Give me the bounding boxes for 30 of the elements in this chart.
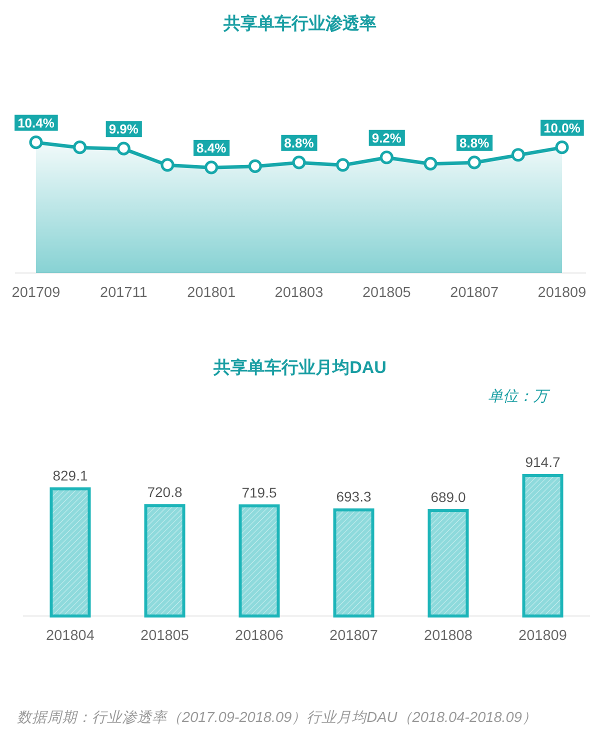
data-label: 8.4% (196, 140, 227, 156)
data-label: 8.8% (460, 135, 490, 150)
x-tick-label: 201805 (140, 628, 189, 644)
data-label: 9.9% (108, 122, 139, 137)
x-tick-label: 201807 (330, 628, 378, 644)
x-tick-label: 201709 (12, 285, 60, 301)
x-tick-label: 201801 (187, 285, 236, 301)
data-label: 829.1 (52, 467, 88, 484)
data-label: 10.0% (544, 120, 581, 136)
data-label: 693.3 (336, 488, 372, 504)
x-tick-label: 201711 (100, 285, 148, 301)
x-tick-label: 201807 (450, 285, 499, 301)
x-tick-label: 201809 (538, 285, 586, 301)
data-label: 10.4% (18, 115, 55, 130)
x-tick-label: 201805 (362, 285, 411, 301)
data-label: 9.2% (372, 130, 402, 146)
chart-title: 共享单车行业月均DAU (212, 358, 386, 377)
text: 单位：万 (488, 388, 551, 405)
x-tick-label: 201806 (235, 628, 284, 644)
x-tick-label: 201808 (424, 628, 472, 644)
x-tick-label: 201809 (518, 628, 567, 644)
x-tick-label: 201804 (46, 628, 94, 644)
data-label: 719.5 (242, 484, 277, 500)
data-label: 720.8 (147, 484, 182, 500)
chart-title: 共享单车行业渗透率 (222, 14, 376, 33)
text: 数据周期：行业渗透率（2017.09-2018.09）行业月均DAU（2018.04-2018.09） (17, 709, 537, 726)
data-label: 689.0 (430, 489, 466, 506)
data-label: 914.7 (525, 454, 560, 470)
data-label: 8.8% (284, 135, 314, 150)
x-tick-label: 201803 (274, 285, 324, 301)
